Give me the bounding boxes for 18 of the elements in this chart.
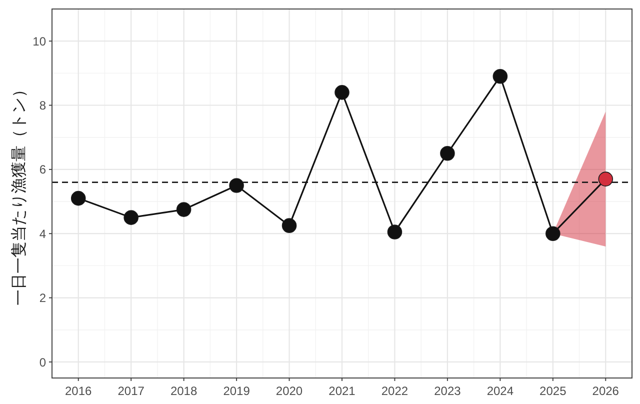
x-tick-label: 2024 [486, 384, 514, 398]
x-tick-label: 2021 [328, 384, 356, 398]
x-tick-label: 2019 [223, 384, 250, 398]
y-tick-label: 0 [39, 355, 46, 370]
x-tick-label: 2026 [592, 384, 620, 398]
y-axis-title: 一日一隻当たり漁獲量（トン） [10, 82, 28, 306]
x-tick-label: 2023 [434, 384, 462, 398]
y-tick-label: 8 [39, 98, 46, 113]
y-tick-label: 6 [39, 162, 46, 177]
x-tick-label: 2025 [540, 384, 567, 398]
x-tick-label: 2016 [65, 384, 92, 398]
x-tick-label: 2018 [170, 384, 198, 398]
y-tick-label: 2 [39, 291, 46, 306]
x-tick-label: 2022 [381, 384, 408, 398]
x-tick-label: 2020 [276, 384, 303, 398]
x-tick-label: 2017 [118, 384, 145, 398]
y-tick-label: 4 [39, 226, 46, 241]
y-tick-label: 10 [32, 34, 46, 48]
